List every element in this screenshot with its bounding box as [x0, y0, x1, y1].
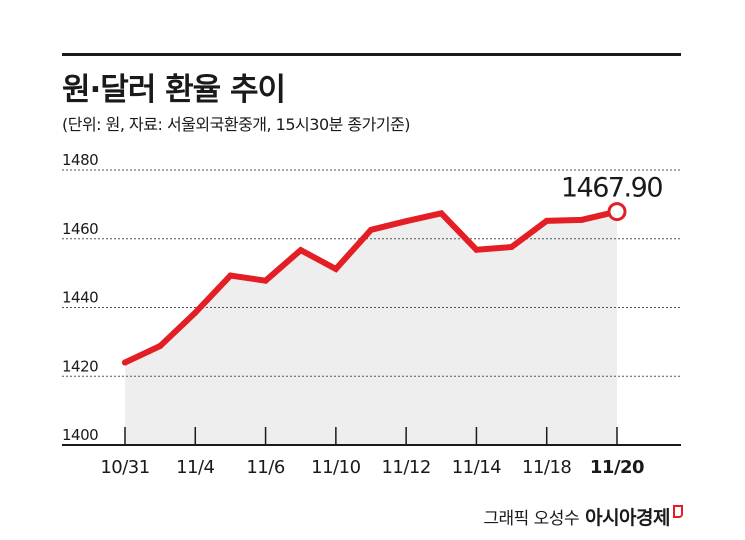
y-tick-label: 1400	[62, 426, 98, 444]
brand-mark-icon	[673, 505, 683, 518]
data-point	[543, 217, 550, 224]
data-point	[332, 266, 339, 272]
data-point	[508, 244, 515, 250]
x-tick-label: 11/10	[311, 457, 360, 478]
x-tick-label: 10/31	[100, 457, 149, 478]
x-tick-label: 11/12	[381, 457, 430, 478]
x-tick-label: 11/4	[176, 457, 214, 478]
data-point	[438, 210, 445, 217]
data-point	[297, 247, 304, 254]
data-point	[473, 246, 480, 253]
x-tick-label: 11/18	[522, 457, 571, 478]
data-point	[122, 359, 128, 366]
data-point	[578, 216, 585, 223]
data-point	[157, 343, 164, 349]
last-point-marker	[607, 202, 627, 222]
x-tick-label: 11/6	[246, 457, 284, 478]
data-point	[192, 309, 199, 316]
value-annotation: 1467.90	[561, 173, 662, 204]
y-tick-label: 1440	[62, 289, 98, 307]
y-tick-label: 1480	[62, 151, 98, 169]
brand-logo: 아시아경제	[585, 507, 670, 529]
area-fill	[125, 211, 617, 445]
data-point	[368, 226, 374, 233]
footer-credit: 그래픽 오성수 아시아경제	[483, 503, 683, 530]
y-tick-label: 1420	[62, 357, 98, 375]
y-tick-label: 1460	[62, 220, 98, 238]
page-subtitle: (단위: 원, 자료: 서울외국환중개, 15시30분 종가기준)	[62, 115, 411, 134]
data-point	[403, 218, 410, 225]
x-tick-label: 11/20	[590, 457, 644, 478]
data-point	[262, 277, 269, 284]
page-title: 원·달러 환율 추이	[62, 72, 286, 108]
x-tick-label: 11/14	[452, 457, 501, 478]
top-rule	[62, 53, 681, 56]
graphic-credit: 그래픽 오성수	[483, 509, 580, 529]
data-point	[227, 272, 234, 279]
